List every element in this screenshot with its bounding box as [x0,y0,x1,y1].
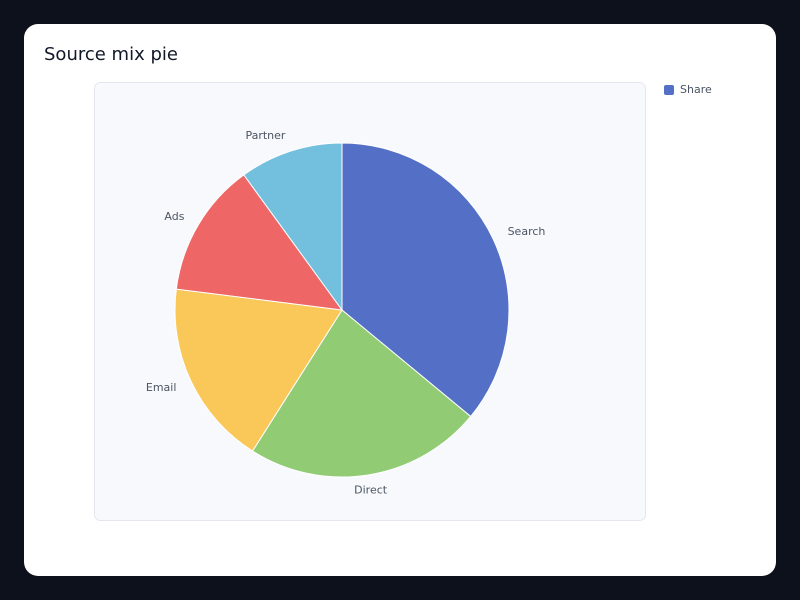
chart-title: Source mix pie [44,44,178,65]
legend-swatch [664,85,674,95]
slice-label: Direct [354,484,388,497]
pie-slice [243,142,343,312]
pie-slice [175,174,344,311]
legend-label: Share [680,83,712,96]
slice-label: Partner [245,129,285,142]
slice-label: Search [508,225,546,238]
slice-label: Ads [164,210,184,223]
pie-slice [174,288,343,452]
slice-label: Email [146,381,177,394]
pie-slice [341,142,510,418]
pie-slice [251,309,472,478]
